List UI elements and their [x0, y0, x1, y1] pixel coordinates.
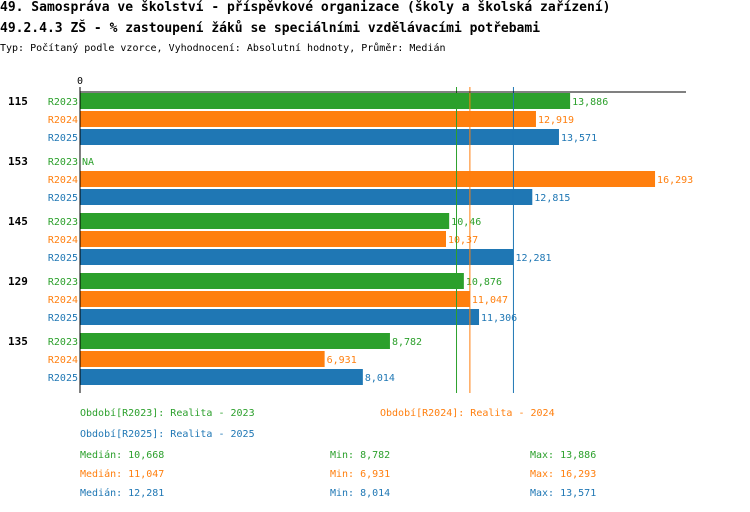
page-title: 49. Samospráva ve školství - příspěvkové…: [0, 0, 611, 15]
bar: [80, 171, 656, 187]
data-label: 12,919: [538, 115, 574, 126]
max-r2023: Max: 13,886: [530, 450, 597, 461]
category-label: 115: [8, 95, 28, 108]
legend-period-r2025: Období[R2025]: Realita - 2025: [80, 429, 255, 440]
bar: [80, 129, 559, 145]
x-axis-zero-label: 0: [77, 76, 83, 87]
bar: [80, 249, 514, 265]
data-label: 12,281: [515, 253, 551, 264]
series-label: R2024: [48, 355, 78, 366]
category-label: 135: [8, 335, 28, 348]
series-label: R2023: [48, 277, 78, 288]
min-r2023: Min: 8,782: [330, 450, 391, 461]
data-label: 10,876: [466, 277, 502, 288]
median-r2024: Medián: 11,047: [80, 469, 165, 480]
series-label: R2025: [48, 253, 78, 264]
max-r2025: Max: 13,571: [530, 488, 597, 499]
data-label: 11,306: [481, 313, 517, 324]
series-label: R2025: [48, 373, 78, 384]
indicator-title: 49.2.4.3 ZŠ - % zastoupení žáků se speci…: [0, 21, 541, 36]
bar: [80, 189, 533, 205]
legend-period-r2023: Období[R2023]: Realita - 2023: [80, 408, 255, 419]
series-label: R2025: [48, 133, 78, 144]
bar: [80, 111, 536, 127]
bar: [80, 213, 450, 229]
type-line: Typ: Počítaný podle vzorce, Vyhodnocení:…: [0, 43, 446, 54]
max-r2024: Max: 16,293: [530, 469, 597, 480]
data-label: 13,571: [561, 133, 597, 144]
median-r2025: Medián: 12,281: [80, 488, 165, 499]
bar: [80, 309, 480, 325]
series-label: R2025: [48, 313, 78, 324]
category-label: 153: [8, 155, 28, 168]
series-label: R2023: [48, 97, 78, 108]
data-label: 6,931: [327, 355, 357, 366]
min-r2024: Min: 6,931: [330, 469, 391, 480]
category-label: 145: [8, 215, 28, 228]
bar: [80, 231, 446, 247]
series-label: R2024: [48, 175, 78, 186]
series-label: R2024: [48, 235, 78, 246]
series-label: R2023: [48, 157, 78, 168]
data-label: 8,014: [365, 373, 395, 384]
data-label: 8,782: [392, 337, 422, 348]
bar: [80, 93, 571, 109]
legend-period-r2024: Období[R2024]: Realita - 2024: [380, 408, 555, 419]
series-label: R2024: [48, 295, 78, 306]
data-label: 12,815: [534, 193, 570, 204]
bar: [80, 291, 470, 307]
series-label: R2023: [48, 217, 78, 228]
data-label: 10,46: [451, 217, 481, 228]
category-label: 129: [8, 275, 28, 288]
data-label: 16,293: [657, 175, 693, 186]
series-label: R2024: [48, 115, 78, 126]
bar: [80, 273, 464, 289]
min-r2025: Min: 8,014: [330, 488, 391, 499]
data-label: 13,886: [572, 97, 608, 108]
bar: [80, 369, 363, 385]
series-label: R2025: [48, 193, 78, 204]
data-label: 10,37: [448, 235, 478, 246]
data-label: 11,047: [472, 295, 508, 306]
median-r2023: Medián: 10,668: [80, 450, 165, 461]
bar: [80, 333, 390, 349]
bar: [80, 351, 325, 367]
data-label: NA: [82, 157, 94, 168]
series-label: R2023: [48, 337, 78, 348]
